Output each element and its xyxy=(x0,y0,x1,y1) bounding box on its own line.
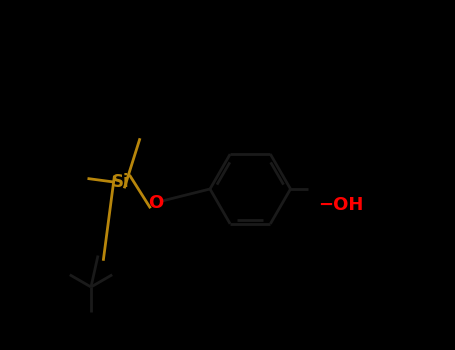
Text: −OH: −OH xyxy=(318,196,364,214)
Text: O: O xyxy=(148,194,163,212)
Text: Si: Si xyxy=(112,173,130,191)
